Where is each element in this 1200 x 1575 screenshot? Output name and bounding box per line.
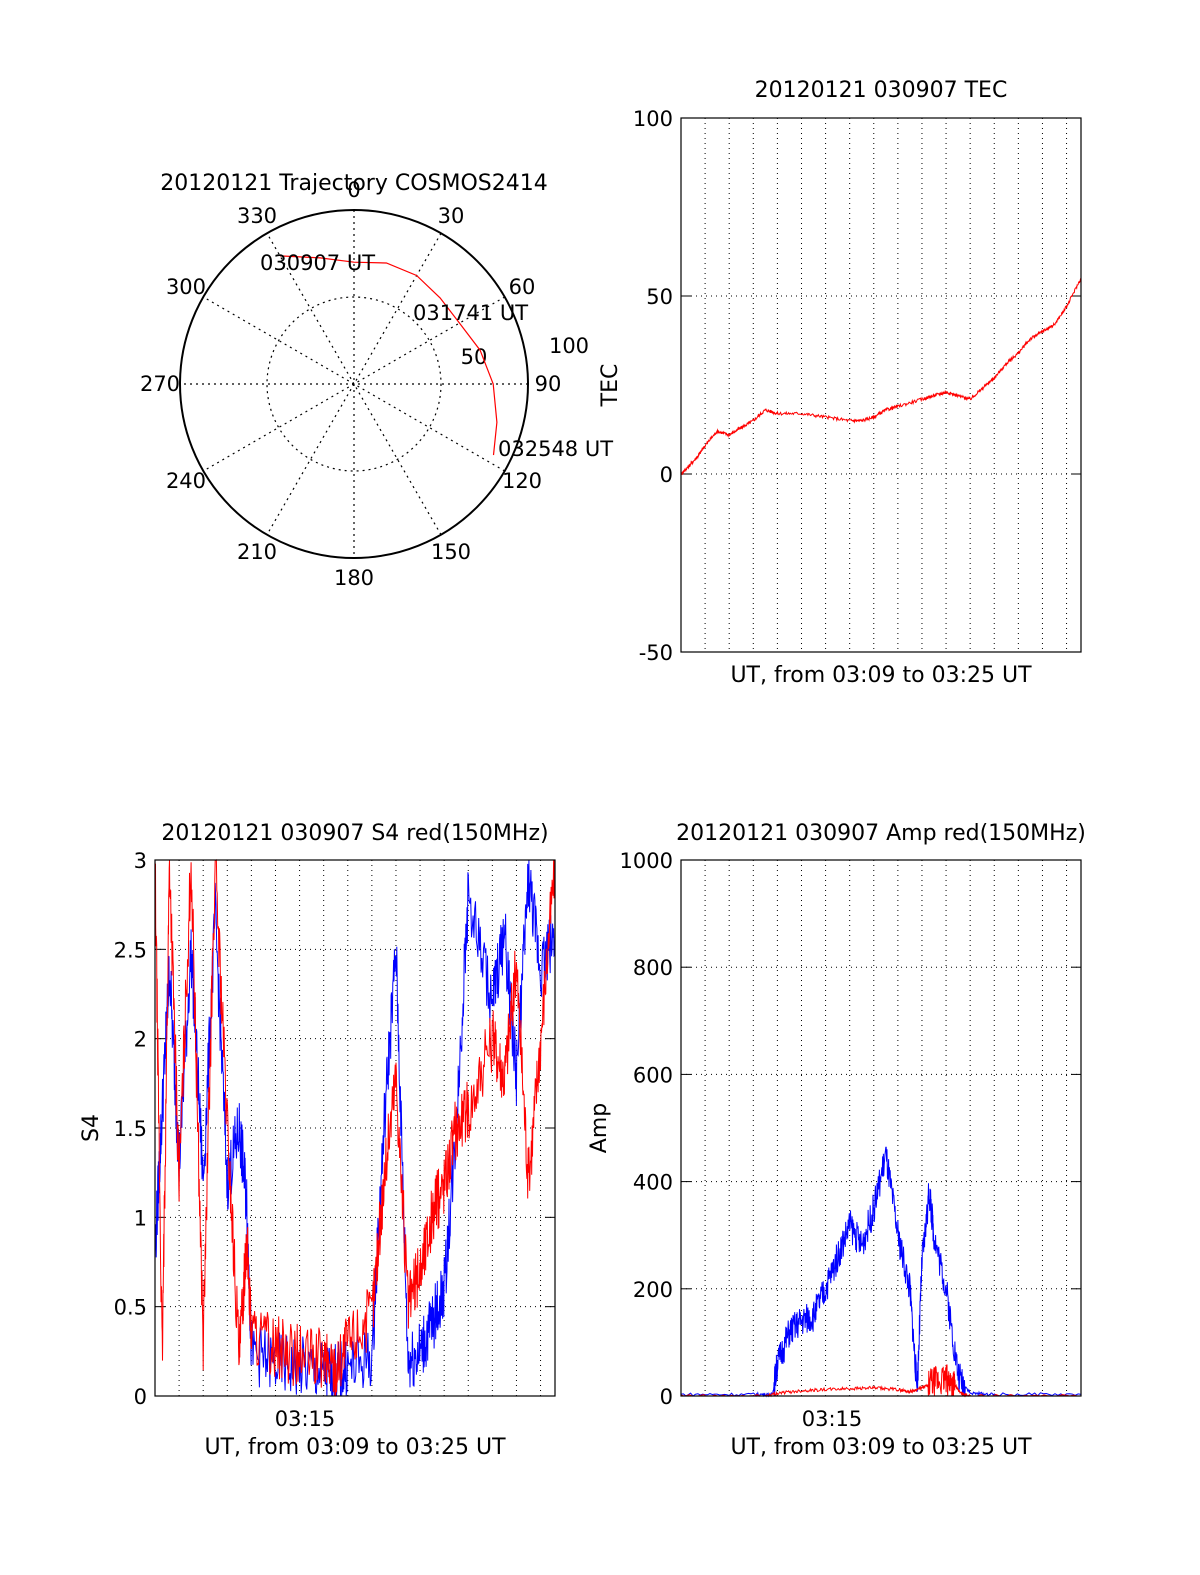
amp-x-tick: 03:15 (802, 1407, 863, 1431)
polar-angle-tick-210: 210 (237, 540, 277, 564)
polar-angle-tick-150: 150 (431, 540, 471, 564)
tec-title: 20120121 030907 TEC (755, 78, 1008, 103)
polar-angle-tick-300: 300 (166, 275, 206, 299)
y-tick-label-0: 0 (660, 463, 673, 487)
series-line-blue (154, 859, 556, 1397)
s4-panel: 20120121 030907 S4 red(150MHz) 0 0.5 1 1.5 2… (79, 821, 556, 1460)
y-tick-label-50: 50 (646, 285, 673, 309)
polar-angle-tick-60: 60 (509, 275, 536, 299)
polar-annotation-mid: 031741 UT (413, 301, 528, 325)
amp-grid (681, 860, 1081, 1396)
polar-angle-tick-90: 90 (535, 372, 562, 396)
y-tick-label-1: 1 (134, 1206, 147, 1230)
y-tick-label-0: 0 (134, 1385, 147, 1409)
tec-x-label: UT, from 03:09 to 03:25 UT (730, 663, 1032, 688)
y-tick-label-3: 3 (134, 849, 147, 873)
s4-title: 20120121 030907 S4 red(150MHz) (161, 821, 548, 846)
tec-y-label: TEC (598, 364, 623, 408)
series-line-red (680, 277, 1082, 476)
amp-panel: 20120121 030907 Amp red(150MHz) 0 200 400 6… (587, 821, 1086, 1460)
amp-y-ticks: 0 200 400 600 800 1000 (620, 849, 1081, 1409)
series-line-red (154, 859, 555, 1397)
polar-angle-labels: 0 30 60 90 120 150 180 210 240 270 300 330 (140, 178, 561, 590)
polar-panel: 20120121 Trajectory COSMOS2414 0 30 60 90 12… (140, 171, 613, 590)
polar-grid (179, 209, 529, 559)
s4-y-label: S4 (79, 1114, 104, 1142)
polar-radial-labels: 50 100 (461, 334, 589, 369)
y-tick-label-0.5: 0.5 (114, 1296, 147, 1320)
y-tick-label-0: 0 (660, 1385, 673, 1409)
polar-angle-tick-330: 330 (237, 204, 277, 228)
polar-trajectory-line (279, 255, 498, 456)
y-tick-label-200: 200 (633, 1278, 673, 1302)
polar-angle-tick-270: 270 (140, 372, 180, 396)
tec-panel: 20120121 030907 TEC -50 0 50 100 UT, from 0… (598, 78, 1082, 688)
amp-series-group (680, 1146, 1082, 1398)
y-tick-label-800: 800 (633, 956, 673, 980)
amp-title: 20120121 030907 Amp red(150MHz) (676, 821, 1086, 846)
tec-grid (681, 118, 1081, 652)
amp-x-label: UT, from 03:09 to 03:25 UT (730, 1435, 1032, 1460)
s4-y-ticks: 0 0.5 1 1.5 2 2.5 3 (114, 849, 555, 1409)
s4-series-group (154, 859, 556, 1397)
polar-spoke (266, 233, 442, 535)
polar-angle-tick-240: 240 (166, 469, 206, 493)
series-line-blue (680, 1146, 1082, 1398)
polar-annotation-start: 030907 UT (260, 251, 375, 275)
s4-plot-frame (154, 859, 556, 1397)
y-tick-label-1.5: 1.5 (114, 1117, 147, 1141)
y-tick-label-400: 400 (633, 1171, 673, 1195)
tec-series-group (680, 277, 1082, 476)
polar-angle-tick-120: 120 (502, 469, 542, 493)
polar-inner-circle (266, 296, 442, 472)
polar-angle-tick-180: 180 (334, 566, 374, 590)
polar-angle-tick-0: 0 (347, 178, 360, 202)
tec-plot-frame (680, 117, 1082, 653)
y-tick-label-600: 600 (633, 1063, 673, 1087)
polar-title: 20120121 Trajectory COSMOS2414 (160, 171, 547, 196)
y-tick-label-2: 2 (134, 1028, 147, 1052)
amp-y-label: Amp (587, 1103, 612, 1153)
s4-x-label: UT, from 03:09 to 03:25 UT (204, 1435, 506, 1460)
s4-x-tick: 03:15 (275, 1407, 336, 1431)
polar-annotation-end: 032548 UT (498, 437, 613, 461)
s4-grid (155, 860, 555, 1396)
series-line-red (680, 1364, 1081, 1398)
tec-y-ticks: -50 0 50 100 (633, 107, 1081, 665)
y-tick-label--50: -50 (639, 641, 673, 665)
amp-plot-frame (680, 859, 1082, 1397)
y-tick-label-1000: 1000 (620, 849, 673, 873)
polar-angle-tick-30: 30 (438, 204, 465, 228)
y-tick-label-2.5: 2.5 (114, 938, 147, 962)
polar-radial-tick-100: 100 (549, 334, 589, 358)
y-tick-label-100: 100 (633, 107, 673, 131)
